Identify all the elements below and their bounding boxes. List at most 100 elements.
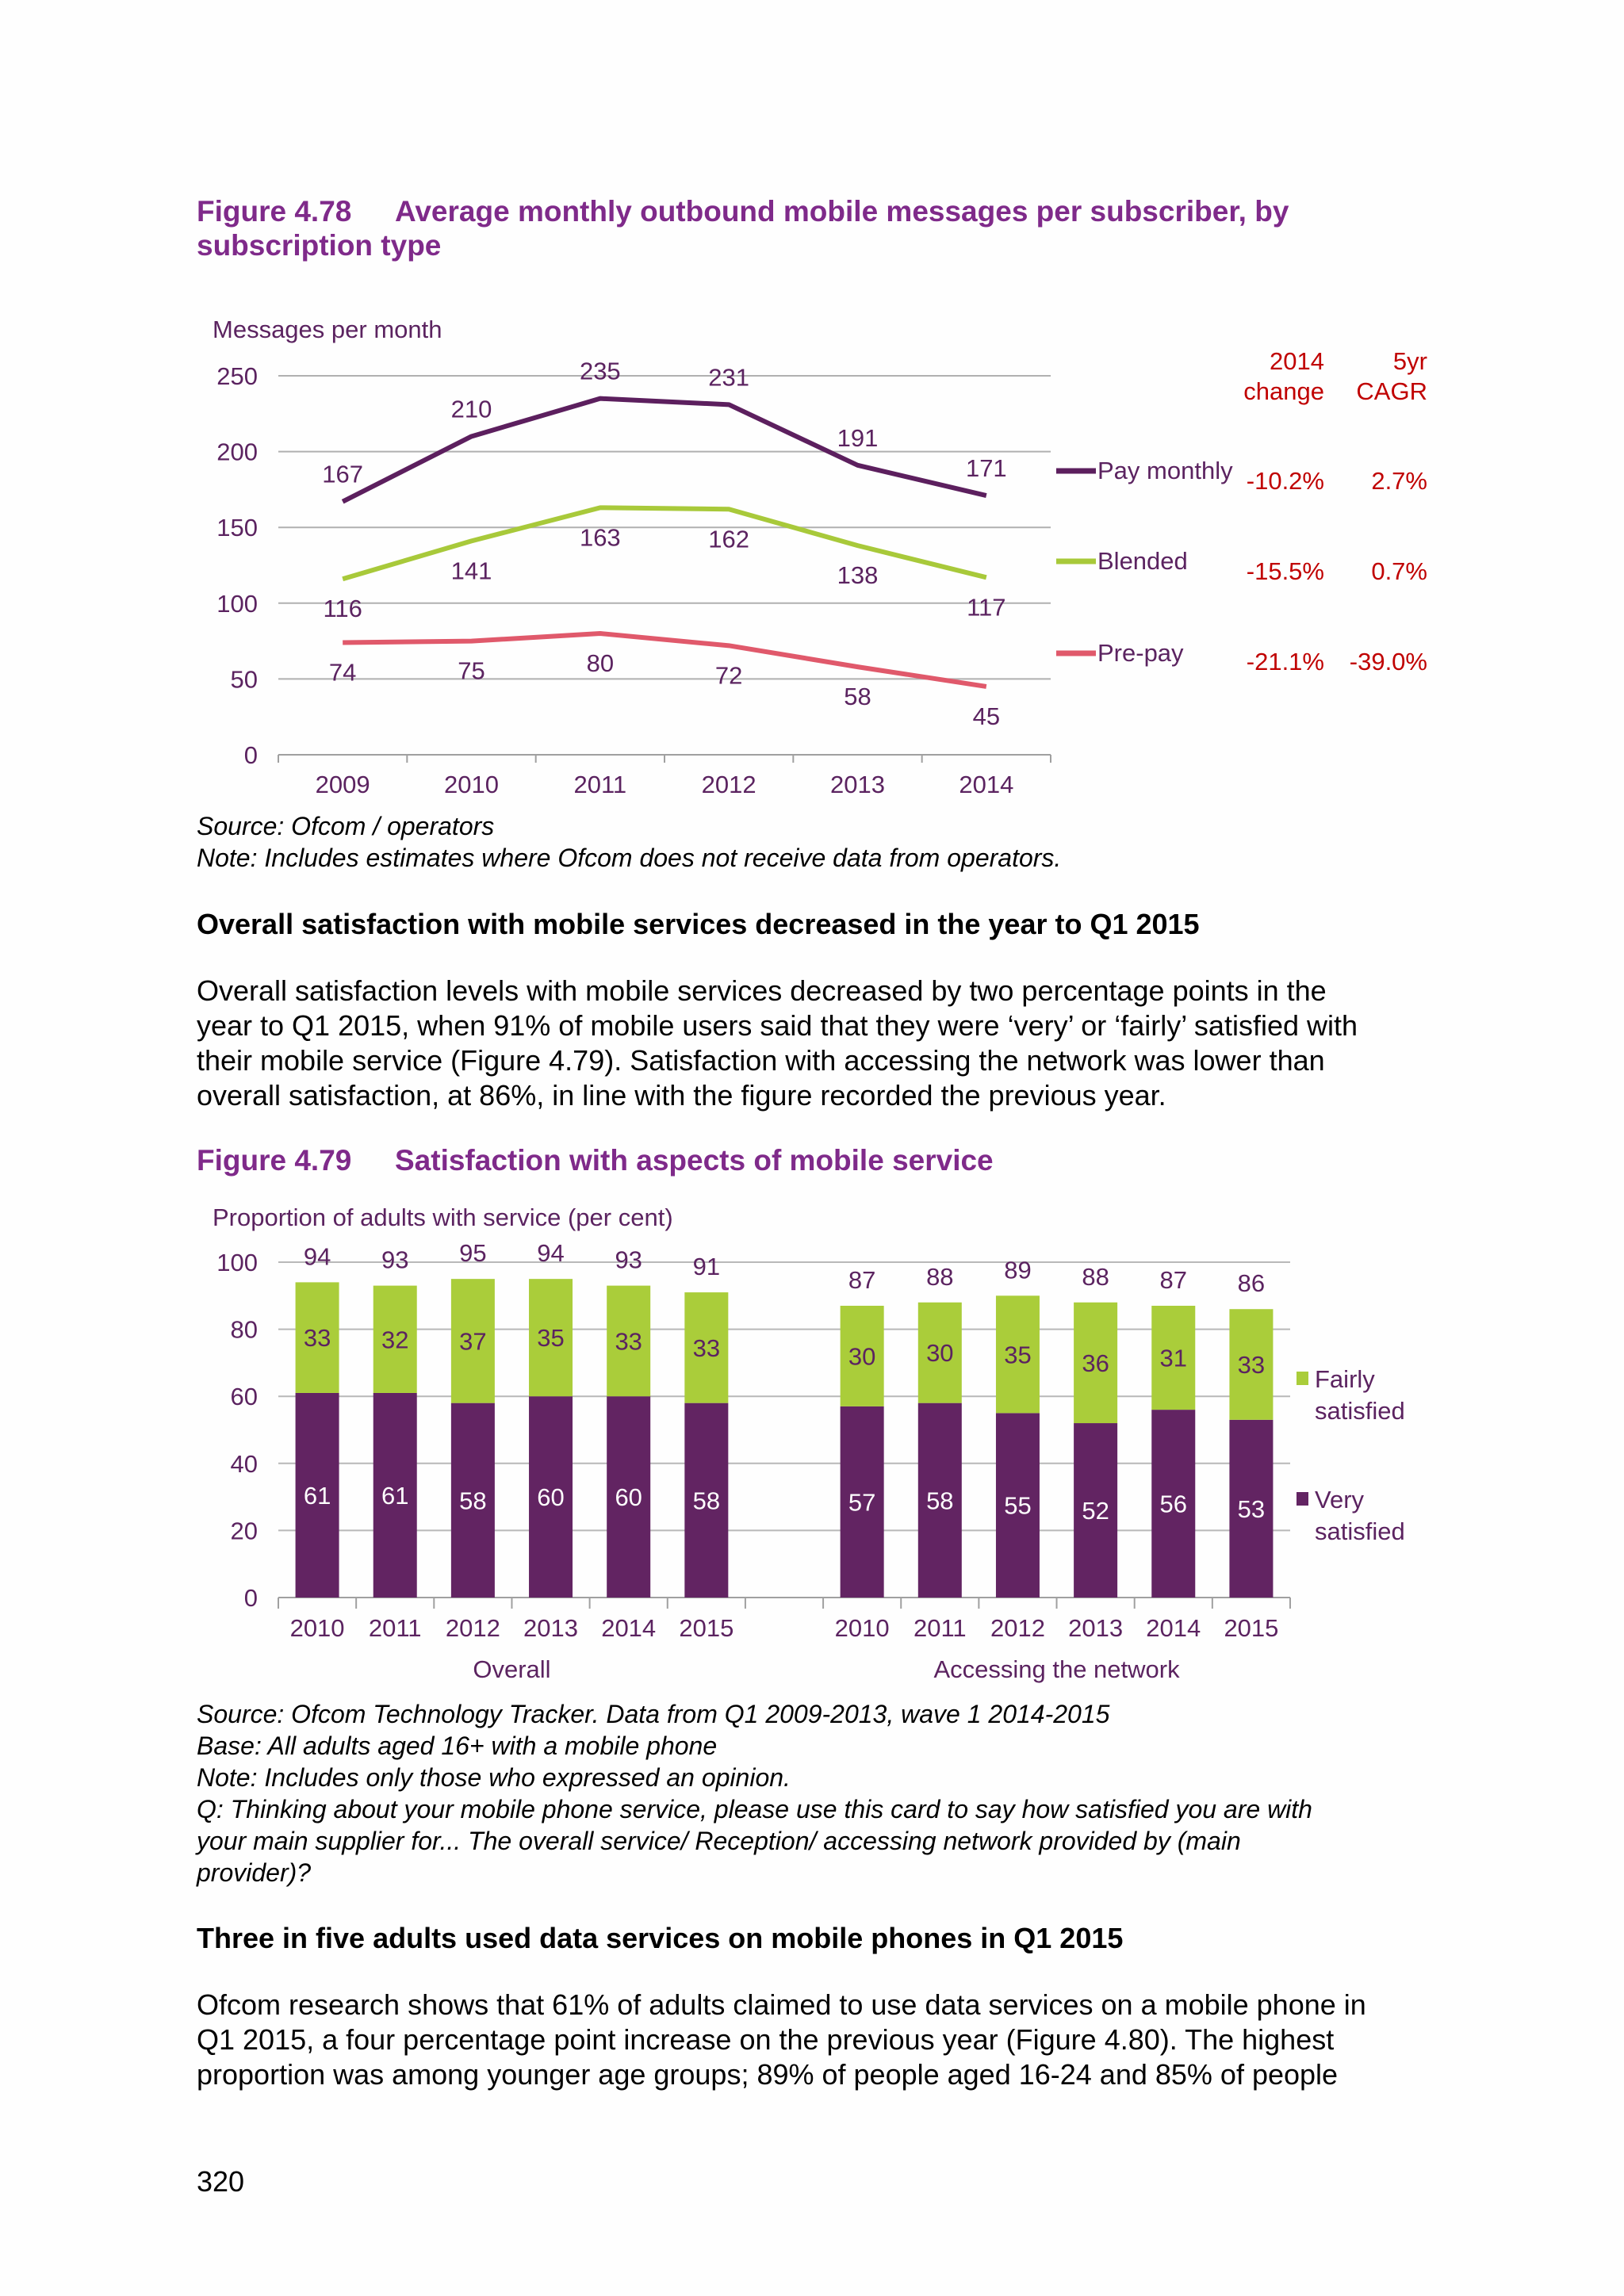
data-label-fairly: 33 <box>693 1334 720 1362</box>
table-header-change-1: 2014 <box>1270 347 1324 375</box>
data-label-very: 55 <box>1004 1492 1031 1520</box>
data-label-fairly: 32 <box>381 1326 408 1353</box>
data-label: 231 <box>708 363 749 391</box>
data-label-very: 60 <box>615 1483 642 1511</box>
bar-fairly-satisfied <box>1074 1302 1118 1424</box>
y-tick-label: 0 <box>244 741 258 769</box>
bar-chart-ylabel: Proportion of adults with service (per c… <box>213 1203 673 1231</box>
x-tick-label: 2011 <box>914 1614 967 1642</box>
bar-fairly-satisfied <box>840 1305 884 1406</box>
y-tick-label: 0 <box>244 1584 258 1612</box>
data-label: 74 <box>329 659 356 687</box>
bar-very-satisfied <box>450 1402 495 1598</box>
table-header-cagr-1: 5yr <box>1392 347 1427 375</box>
data-label: 116 <box>323 595 362 622</box>
bar-fairly-satisfied <box>684 1292 729 1403</box>
bar-fairly-satisfied <box>995 1295 1040 1414</box>
section2-paragraph: Ofcom research shows that 61% of adults … <box>197 1988 1366 2092</box>
note-line: Q: Thinking about your mobile phone serv… <box>197 1795 1312 1823</box>
figure-number: Figure 4.79 <box>197 1144 352 1177</box>
y-tick-label: 40 <box>231 1450 258 1478</box>
table-header-change-2: change <box>1243 377 1324 405</box>
figure-title-text: Average monthly outbound mobile messages… <box>395 195 1289 228</box>
series-line-pay-monthly <box>341 396 987 504</box>
legend-label: Pay monthly <box>1097 457 1233 484</box>
data-label: 167 <box>322 461 363 488</box>
data-label-very: 61 <box>304 1482 331 1510</box>
y-tick-label: 150 <box>216 514 258 541</box>
x-tick-label: 2013 <box>830 771 885 798</box>
group-label: Accessing the network <box>933 1655 1180 1683</box>
y-tick-label: 250 <box>216 362 258 390</box>
data-label: 75 <box>458 657 485 685</box>
table-cagr-pay-monthly: 2.7% <box>1371 467 1427 495</box>
bar-fairly-satisfied <box>450 1279 495 1403</box>
data-label-total: 87 <box>1160 1266 1187 1294</box>
paragraph-line: year to Q1 2015, when 91% of mobile user… <box>197 1009 1358 1042</box>
paragraph-line: Ofcom research shows that 61% of adults … <box>197 1988 1366 2021</box>
data-label-fairly: 30 <box>848 1342 875 1370</box>
legend-label: satisfied <box>1315 1517 1405 1545</box>
bar-very-satisfied <box>1151 1410 1196 1598</box>
data-label: 210 <box>451 395 492 423</box>
x-tick-label: 2010 <box>290 1614 345 1642</box>
data-label: 45 <box>973 702 1000 730</box>
paragraph-line: Overall satisfaction levels with mobile … <box>197 974 1327 1007</box>
data-label-very: 53 <box>1238 1495 1265 1523</box>
bar-fairly-satisfied <box>1151 1305 1196 1410</box>
legend-label: Blended <box>1097 547 1188 575</box>
data-label-fairly: 31 <box>1160 1345 1187 1372</box>
line-chart-ylabel: Messages per month <box>213 316 442 343</box>
data-label: 72 <box>715 661 742 689</box>
data-label-total: 95 <box>459 1239 486 1267</box>
page-number: 320 <box>197 2165 245 2198</box>
data-label-very: 52 <box>1082 1497 1109 1525</box>
data-label: 163 <box>580 523 621 551</box>
data-label-total: 93 <box>381 1246 408 1274</box>
figure-title-text: Satisfaction with aspects of mobile serv… <box>395 1144 994 1177</box>
x-tick-label: 2014 <box>1146 1614 1201 1642</box>
paragraph-line: Q1 2015, a four percentage point increas… <box>197 2023 1335 2056</box>
data-label: 235 <box>580 358 621 385</box>
y-tick-label: 100 <box>216 1249 258 1276</box>
note-line: Note: Includes only those who expressed … <box>197 1763 791 1792</box>
x-tick-label: 2012 <box>446 1614 500 1642</box>
note-line: provider)? <box>197 1858 312 1887</box>
bar-very-satisfied <box>995 1413 1040 1598</box>
x-tick-label: 2011 <box>573 771 626 798</box>
bar-very-satisfied <box>684 1402 729 1598</box>
y-tick-label: 100 <box>216 590 258 618</box>
figure-478-title-line2: subscription type <box>197 229 442 262</box>
table-cagr-pre-pay: -39.0% <box>1349 648 1427 675</box>
bar-very-satisfied <box>917 1402 962 1598</box>
data-label-fairly: 33 <box>615 1327 642 1355</box>
data-label-fairly: 36 <box>1082 1349 1109 1377</box>
bar-fairly-satisfied <box>1229 1309 1274 1420</box>
section1-heading: Overall satisfaction with mobile service… <box>197 908 1200 940</box>
data-label-fairly: 35 <box>1004 1341 1031 1368</box>
note-line: Base: All adults aged 16+ with a mobile … <box>197 1732 718 1760</box>
data-label-total: 89 <box>1004 1256 1031 1284</box>
paragraph-line: their mobile service (Figure 4.79). Sati… <box>197 1044 1325 1077</box>
bar-very-satisfied <box>373 1392 417 1598</box>
series-line-pre-pay <box>343 631 987 689</box>
figure-478-title: Figure 4.78 Average monthly outbound mobi… <box>197 195 1289 228</box>
x-tick-label: 2011 <box>369 1614 422 1642</box>
legend-label: Very <box>1315 1486 1365 1513</box>
table-cagr-blended: 0.7% <box>1371 557 1427 585</box>
data-label: 80 <box>587 649 614 677</box>
x-tick-label: 2010 <box>444 771 499 798</box>
data-label-total: 91 <box>693 1253 720 1280</box>
table-change-pre-pay: -21.1% <box>1246 648 1324 675</box>
note-line: Source: Ofcom Technology Tracker. Data f… <box>197 1700 1110 1728</box>
bar-very-satisfied <box>529 1396 573 1598</box>
data-label: 117 <box>967 593 1005 621</box>
y-tick-label: 50 <box>231 665 258 693</box>
bar-fairly-satisfied <box>295 1282 339 1393</box>
data-label-very: 58 <box>926 1487 953 1514</box>
data-label: 58 <box>844 683 871 710</box>
data-label-total: 87 <box>848 1266 875 1294</box>
section1-paragraph: Overall satisfaction levels with mobile … <box>197 974 1358 1113</box>
bar-very-satisfied <box>1074 1423 1118 1598</box>
